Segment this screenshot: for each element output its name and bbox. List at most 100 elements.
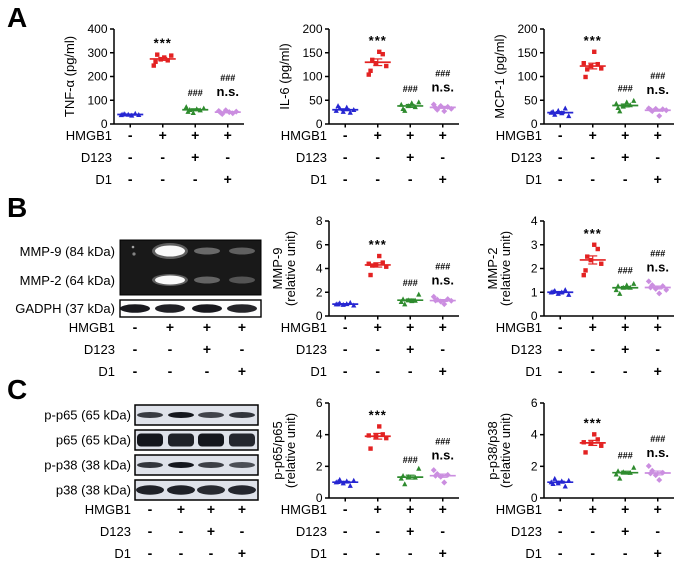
svg-text:D123: D123 xyxy=(296,342,327,357)
svg-text:(relative unit): (relative unit) xyxy=(283,231,298,306)
svg-text:-: - xyxy=(558,501,563,517)
svg-text:+: + xyxy=(203,319,211,335)
svg-text:-: - xyxy=(558,341,563,357)
svg-text:GADPH (37 kDa): GADPH (37 kDa) xyxy=(15,301,115,316)
svg-text:-: - xyxy=(590,545,595,561)
svg-text:8: 8 xyxy=(316,214,323,228)
svg-text:IL-6 (pg/ml): IL-6 (pg/ml) xyxy=(277,43,292,109)
svg-text:+: + xyxy=(654,363,662,379)
svg-text:100: 100 xyxy=(302,70,322,84)
svg-text:200: 200 xyxy=(302,22,322,36)
svg-text:+: + xyxy=(589,319,597,335)
svg-text:2: 2 xyxy=(531,262,538,276)
svg-text:HMGB1: HMGB1 xyxy=(281,128,327,143)
svg-text:-: - xyxy=(343,171,348,187)
svg-text:-: - xyxy=(590,171,595,187)
western-blot-p65-p38: p-p65 (65 kDa) p65 (65 kDa) p-p38 (38 kDa)… xyxy=(5,390,271,566)
svg-text:+: + xyxy=(621,501,629,517)
svg-text:0: 0 xyxy=(531,491,538,505)
svg-text:+: + xyxy=(177,501,185,517)
svg-text:n.s.: n.s. xyxy=(217,84,239,99)
svg-text:***: *** xyxy=(369,33,387,48)
panel-c-label: C xyxy=(7,374,28,405)
chart-mmp9: 0 2 4 6 8 MMP-9 (relative unit) *** ### n.s. ### HM… xyxy=(270,208,465,389)
svg-text:D123: D123 xyxy=(84,342,115,357)
svg-text:150: 150 xyxy=(302,46,322,60)
svg-text:D123: D123 xyxy=(81,150,112,165)
svg-text:D1: D1 xyxy=(310,546,327,561)
svg-text:-: - xyxy=(408,545,413,561)
svg-text:50: 50 xyxy=(524,93,538,107)
svg-text:+: + xyxy=(406,127,414,143)
svg-text:HMGB1: HMGB1 xyxy=(496,502,542,517)
chart-p-p65-ratio: 0 2 4 6 p-p65/p65 (relative unit) *** ### n.s. ##… xyxy=(270,390,465,566)
svg-text:###: ### xyxy=(650,434,665,444)
svg-text:MMP-2 (64 kDa): MMP-2 (64 kDa) xyxy=(20,273,115,288)
svg-text:###: ### xyxy=(650,249,665,259)
svg-text:HMGB1: HMGB1 xyxy=(281,320,327,335)
svg-text:###: ### xyxy=(403,278,418,288)
svg-text:50: 50 xyxy=(309,93,323,107)
svg-text:3: 3 xyxy=(531,238,538,252)
svg-text:D1: D1 xyxy=(95,172,112,187)
svg-text:-: - xyxy=(128,149,133,165)
svg-text:-: - xyxy=(225,149,230,165)
svg-text:***: *** xyxy=(584,33,602,48)
svg-text:+: + xyxy=(374,319,382,335)
svg-text:***: *** xyxy=(369,407,387,422)
svg-text:(relative unit): (relative unit) xyxy=(283,413,298,488)
chart-mmp2: 0 1 2 3 4 MMP-2 (relative unit) *** ### n.s. ### HM… xyxy=(485,208,680,389)
svg-text:-: - xyxy=(240,523,245,539)
svg-text:6: 6 xyxy=(531,396,538,410)
svg-text:-: - xyxy=(148,545,153,561)
svg-text:n.s.: n.s. xyxy=(647,260,669,275)
svg-text:+: + xyxy=(159,127,167,143)
svg-text:+: + xyxy=(439,363,447,379)
svg-text:D123: D123 xyxy=(511,342,542,357)
svg-text:p-p65 (65 kDa): p-p65 (65 kDa) xyxy=(44,408,131,423)
svg-text:+: + xyxy=(439,171,447,187)
svg-text:-: - xyxy=(590,149,595,165)
svg-text:MMP-9: MMP-9 xyxy=(273,248,285,290)
svg-text:-: - xyxy=(193,171,198,187)
svg-text:-: - xyxy=(375,341,380,357)
svg-text:+: + xyxy=(654,171,662,187)
svg-text:-: - xyxy=(408,171,413,187)
svg-text:4: 4 xyxy=(316,428,323,442)
svg-text:-: - xyxy=(375,545,380,561)
svg-text:150: 150 xyxy=(517,46,537,60)
panel-a-label: A xyxy=(7,2,28,33)
svg-text:D1: D1 xyxy=(310,172,327,187)
svg-text:300: 300 xyxy=(87,46,107,60)
svg-text:MCP-1 (pg/ml): MCP-1 (pg/ml) xyxy=(492,34,507,119)
svg-text:+: + xyxy=(621,341,629,357)
svg-text:###: ### xyxy=(650,71,665,81)
svg-text:D1: D1 xyxy=(310,364,327,379)
svg-text:HMGB1: HMGB1 xyxy=(85,502,131,517)
svg-text:100: 100 xyxy=(87,93,107,107)
svg-text:TNF-α (pg/ml): TNF-α (pg/ml) xyxy=(62,36,77,117)
svg-text:+: + xyxy=(589,127,597,143)
svg-text:+: + xyxy=(439,545,447,561)
svg-text:###: ### xyxy=(618,266,633,276)
svg-text:D1: D1 xyxy=(525,364,542,379)
svg-text:-: - xyxy=(343,363,348,379)
svg-text:***: *** xyxy=(369,237,387,252)
svg-text:-: - xyxy=(375,149,380,165)
svg-text:-: - xyxy=(168,363,173,379)
svg-text:n.s.: n.s. xyxy=(432,79,454,94)
svg-text:4: 4 xyxy=(531,214,538,228)
svg-text:0: 0 xyxy=(531,309,538,323)
svg-text:###: ### xyxy=(618,451,633,461)
svg-text:p65 (65 kDa): p65 (65 kDa) xyxy=(56,433,131,448)
svg-text:+: + xyxy=(238,501,246,517)
svg-text:HMGB1: HMGB1 xyxy=(496,320,542,335)
svg-text:-: - xyxy=(558,127,563,143)
svg-text:-: - xyxy=(440,523,445,539)
svg-text:-: - xyxy=(623,363,628,379)
svg-text:-: - xyxy=(558,171,563,187)
svg-text:-: - xyxy=(343,127,348,143)
svg-text:D1: D1 xyxy=(525,172,542,187)
svg-text:+: + xyxy=(654,501,662,517)
